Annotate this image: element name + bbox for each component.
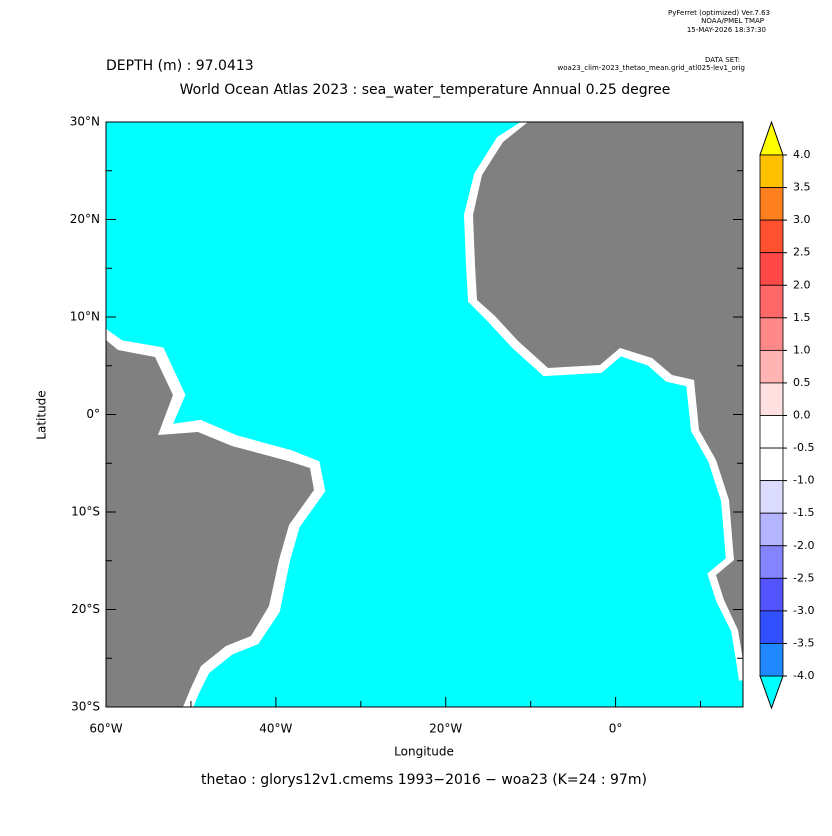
colorbar-under bbox=[759, 675, 784, 710]
x-axis-label: Longitude bbox=[394, 745, 454, 759]
colorbar-band bbox=[759, 610, 784, 644]
colorbar-label: -3.5 bbox=[793, 636, 814, 649]
colorbar-band bbox=[759, 382, 784, 416]
colorbar-label: 1.5 bbox=[793, 311, 811, 324]
colorbar-band bbox=[759, 415, 784, 449]
colorbar-band bbox=[759, 643, 784, 677]
x-tick-label: 40°W bbox=[259, 722, 292, 736]
colorbar-band bbox=[759, 154, 784, 188]
colorbar-band bbox=[759, 252, 784, 286]
colorbar-band bbox=[759, 317, 784, 351]
dataset: woa23_clim-2023_thetao_mean.grid_atl025-… bbox=[558, 64, 745, 72]
colorbar-band bbox=[759, 284, 784, 319]
footer: thetao : glorys12v1.cmems 1993−2016 − wo… bbox=[201, 772, 647, 788]
colorbar-band bbox=[759, 480, 784, 514]
dataset-label: DATA SET: bbox=[705, 56, 740, 64]
colorbar-label: 3.5 bbox=[793, 181, 811, 194]
colorbar-band bbox=[759, 187, 784, 221]
y-tick-label: 30°N bbox=[70, 115, 100, 129]
y-tick-label: 0° bbox=[86, 407, 100, 421]
colorbar-label: 2.5 bbox=[793, 246, 811, 259]
x-tick-label: 20°W bbox=[429, 722, 462, 736]
colorbar-label: -1.5 bbox=[793, 506, 814, 519]
colorbar-label: -4.0 bbox=[793, 669, 814, 682]
title: World Ocean Atlas 2023 : sea_water_tempe… bbox=[180, 82, 671, 98]
africa bbox=[473, 122, 743, 660]
colorbar-label: -3.0 bbox=[793, 604, 814, 617]
y-tick-label: 20°N bbox=[70, 212, 100, 226]
colorbar-band bbox=[759, 349, 784, 384]
colorbar-label: 4.0 bbox=[793, 148, 811, 161]
colorbar-label: 0.5 bbox=[793, 376, 811, 389]
y-tick-label: 20°S bbox=[71, 602, 100, 616]
y-tick-label: 30°S bbox=[71, 700, 100, 714]
org: NOAA/PMEL TMAP bbox=[701, 17, 764, 25]
x-tick-label: 60°W bbox=[89, 722, 122, 736]
colorbar-label: 2.0 bbox=[793, 278, 811, 291]
depth-label: DEPTH (m) : 97.0413 bbox=[106, 58, 254, 74]
colorbar-band bbox=[759, 545, 784, 579]
colorbar-label: 3.0 bbox=[793, 213, 811, 226]
colorbar-label: -2.5 bbox=[793, 571, 814, 584]
south-america bbox=[106, 340, 314, 707]
colorbar-label: -1.0 bbox=[793, 474, 814, 487]
date: 15-MAY-2026 18:37:30 bbox=[687, 26, 766, 34]
colorbar-band bbox=[759, 512, 784, 547]
colorbar-label: -2.0 bbox=[793, 539, 814, 552]
colorbar-over bbox=[759, 120, 784, 156]
y-axis-label: Latitude bbox=[35, 390, 49, 439]
y-tick-label: 10°S bbox=[71, 505, 100, 519]
program: PyFerret (optimized) Ver.7.63 bbox=[668, 9, 770, 17]
colorbar-band bbox=[759, 219, 784, 254]
colorbar-label: -0.5 bbox=[793, 441, 814, 454]
colorbar-band bbox=[759, 577, 784, 612]
colorbar-label: 1.0 bbox=[793, 343, 811, 356]
land bbox=[101, 118, 747, 712]
colorbar-label: 0.0 bbox=[793, 409, 811, 422]
colorbar-band bbox=[759, 447, 784, 482]
y-tick-label: 10°N bbox=[70, 310, 100, 324]
x-tick-label: 0° bbox=[609, 722, 623, 736]
